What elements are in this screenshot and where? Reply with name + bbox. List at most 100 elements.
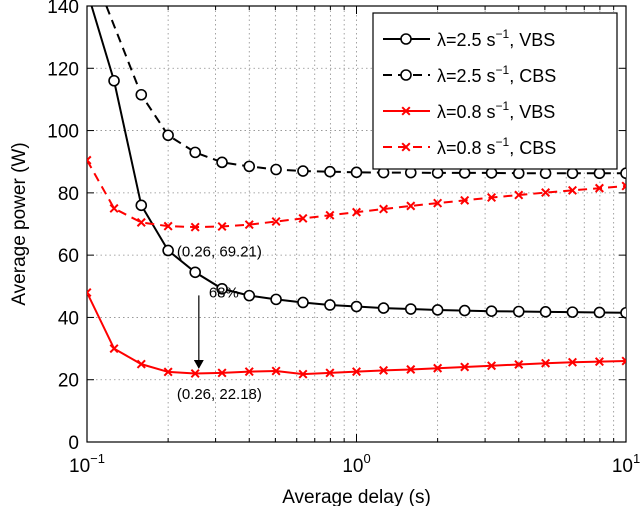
data-point [271, 366, 281, 376]
data-point [135, 199, 148, 212]
data-point [460, 195, 470, 205]
legend-label: λ=2.5 s−1, VBS [437, 27, 555, 50]
data-point [135, 88, 148, 101]
data-point [298, 369, 308, 379]
y-tick-label: 20 [58, 371, 79, 392]
data-point [190, 222, 200, 232]
data-point [594, 183, 604, 193]
data-point [512, 305, 525, 318]
data-point [109, 344, 119, 354]
data-point [216, 282, 228, 295]
legend-label: λ=0.8 s−1, CBS [437, 135, 556, 158]
data-point [162, 129, 174, 142]
data-point [325, 210, 335, 220]
series-1 [90, 6, 626, 319]
data-point [350, 300, 363, 313]
data-point [271, 217, 281, 227]
legend-label: λ=2.5 s−1, CBS [437, 63, 556, 86]
annotations: (0.26, 69.21) (0.26, 22.18) 68% [177, 243, 262, 402]
data-point [324, 299, 336, 311]
data-point [270, 293, 282, 306]
y-tick-label: 80 [58, 184, 79, 205]
y-tick-label: 0 [68, 433, 79, 454]
data-point [566, 306, 579, 318]
data-point [189, 146, 201, 159]
annotation-label: (0.26, 22.18) [177, 386, 262, 403]
data-point [400, 33, 412, 45]
data-point [87, 155, 92, 165]
data-point [109, 203, 119, 213]
data-point [244, 220, 254, 230]
data-point [243, 289, 256, 302]
data-point [433, 363, 443, 373]
data-point [621, 181, 626, 191]
data-point [350, 166, 363, 179]
data-point [190, 368, 200, 378]
data-point [593, 167, 606, 180]
data-point [458, 304, 471, 317]
data-point [379, 204, 389, 214]
data-point [404, 303, 417, 315]
data-point [541, 358, 551, 368]
series-4 [87, 155, 626, 232]
data-point [217, 368, 227, 378]
data-point [567, 185, 577, 195]
legend: λ=2.5 s−1, VBS λ=2.5 s−1, CBS λ=0.8 s−1, V… [372, 12, 618, 170]
series-3 [87, 288, 626, 379]
data-point [514, 190, 524, 200]
data-point [539, 167, 552, 180]
data-point [539, 306, 552, 318]
data-point [485, 305, 498, 318]
data-point [487, 193, 497, 203]
y-tick-label: 40 [58, 308, 79, 329]
y-tick-label: 120 [47, 59, 79, 80]
data-point [377, 302, 390, 314]
data-point [216, 156, 228, 169]
axes [86, 5, 627, 443]
data-point [401, 142, 411, 152]
data-point [297, 296, 309, 309]
data-point [163, 221, 173, 231]
tick-labels: 0 20 40 60 80 100 120 140 10−1 100 101 [47, 0, 640, 477]
data-point [270, 163, 282, 176]
data-point [351, 207, 362, 217]
data-point [400, 69, 412, 81]
data-point [567, 357, 577, 367]
data-point [433, 198, 443, 208]
x-tick-label: 100 [342, 451, 370, 477]
data-point [620, 167, 626, 180]
data-point [541, 188, 551, 198]
x-axis-label: Average delay (s) [282, 487, 431, 506]
data-point [594, 357, 604, 367]
data-point [620, 306, 626, 319]
data-point [136, 359, 146, 369]
x-tick-label: 10−1 [69, 451, 105, 477]
data-point [379, 365, 389, 375]
y-tick-label: 140 [47, 0, 79, 18]
data-point [431, 304, 444, 316]
data-point [512, 167, 525, 180]
data-point [351, 367, 362, 377]
data-point [108, 74, 120, 87]
data-point [243, 160, 256, 173]
data-point [217, 221, 227, 231]
data-point [297, 165, 309, 177]
data-point [244, 367, 254, 377]
data-point [401, 106, 411, 116]
legend-label: λ=0.8 s−1, VBS [437, 99, 555, 122]
legend-entry: λ=2.5 s−1, VBS [383, 27, 555, 50]
data-point [514, 359, 524, 369]
data-point [163, 367, 173, 377]
data-point [406, 201, 416, 211]
data-point [621, 356, 626, 366]
data-point [136, 217, 146, 227]
x-tick-label: 101 [612, 451, 640, 477]
legend-entry: λ=2.5 s−1, CBS [383, 63, 556, 86]
data-point [566, 167, 579, 180]
data-point [460, 362, 470, 372]
data-point [162, 244, 174, 257]
data-point [189, 266, 201, 279]
series-2 [105, 6, 626, 180]
series-group [87, 6, 626, 379]
legend-entry: λ=0.8 s−1, CBS [383, 135, 556, 158]
